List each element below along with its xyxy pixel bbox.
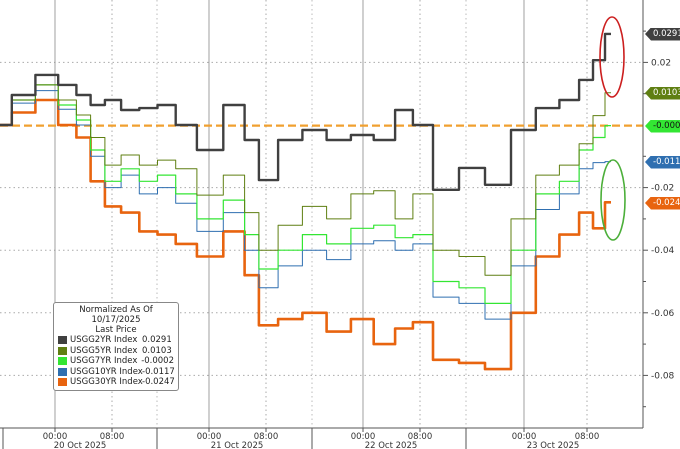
legend-series-name: USGG10YR Index (70, 366, 143, 377)
legend-series-name: USGG7YR Index (70, 356, 138, 366)
legend-item: USGG2YR Index 0.0291 (58, 335, 174, 346)
x-day-label: 22 Oct 2025 (365, 441, 418, 449)
series-line-usgg30yr-index (0, 98, 611, 371)
x-tick-label: 00:00 (512, 432, 537, 442)
legend-item: USGG30YR Index -0.0247 (58, 377, 175, 388)
last-value-label: -0.0247 (645, 196, 680, 210)
legend-swatch (58, 336, 67, 345)
annotation-ellipse-green (600, 159, 626, 241)
legend-series-value: -0.0002 (141, 356, 174, 366)
legend-series-value: 0.0103 (142, 345, 172, 356)
y-tick-label: -0.02 (651, 184, 674, 194)
last-value-label: -0.0002 (645, 119, 680, 133)
y-tick-label: -0.06 (651, 309, 675, 319)
series-line-usgg5yr-index (0, 84, 611, 276)
x-day-label: 20 Oct 2025 (54, 441, 107, 449)
legend-series-value: -0.0247 (142, 377, 175, 387)
x-day-label: 21 Oct 2025 (211, 441, 264, 449)
series-lines (0, 32, 611, 371)
annotation-ellipse-red (599, 16, 625, 98)
x-tick-label: 08:00 (408, 432, 433, 442)
series-line-usgg2yr-index (0, 32, 611, 191)
y-tick-label: -0.08 (651, 371, 675, 381)
x-tick-label: 08:00 (254, 432, 279, 442)
legend-item: USGG7YR Index -0.0002 (58, 356, 174, 367)
legend-swatch (58, 346, 67, 355)
legend-series-name: USGG2YR Index (70, 335, 138, 345)
series-line-usgg10yr-index (0, 90, 611, 320)
y-tick-label: 0.02 (651, 58, 671, 68)
legend-swatch (58, 367, 67, 376)
legend-series-name: USGG5YR Index (70, 345, 138, 356)
legend-series-name: USGG30YR Index (70, 377, 143, 387)
x-day-label: 23 Oct 2025 (527, 441, 580, 449)
x-tick-label: 08:00 (575, 432, 600, 442)
legend-swatch (58, 357, 67, 366)
legend-swatch (58, 378, 67, 387)
legend-series-value: -0.0117 (142, 366, 175, 377)
last-value-label: -0.0117 (645, 155, 680, 169)
legend: Normalized As Of 10/17/2025 Last Price U… (53, 302, 179, 391)
legend-title: Normalized As Of 10/17/2025 (79, 305, 153, 325)
legend-item: USGG5YR Index 0.0103 (58, 346, 174, 357)
last-value-label: 0.0103 (645, 86, 680, 100)
annotations (599, 16, 626, 241)
series-line-usgg7yr-index (0, 84, 611, 304)
last-value-label: 0.0291 (645, 27, 680, 41)
legend-item: USGG10YR Index -0.0117 (58, 366, 175, 378)
x-tick-label: 00:00 (351, 432, 376, 442)
x-tick-label: 00:00 (43, 432, 68, 442)
x-tick-label: 00:00 (197, 432, 222, 442)
x-tick-label: 08:00 (100, 432, 125, 442)
y-tick-label: -0.04 (651, 246, 675, 256)
legend-subtitle: Last Price (95, 325, 137, 335)
legend-series-value: 0.0291 (142, 335, 172, 345)
